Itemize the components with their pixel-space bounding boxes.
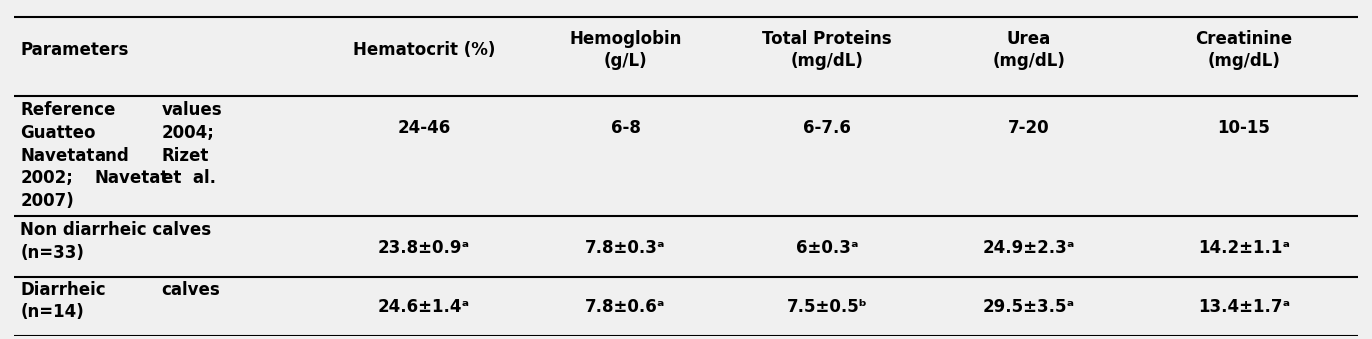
Text: 2007): 2007) <box>21 192 74 210</box>
Text: Rizet: Rizet <box>162 146 209 164</box>
Text: 6-7.6: 6-7.6 <box>803 119 851 137</box>
Text: 10-15: 10-15 <box>1217 119 1270 137</box>
Text: 7.8±0.3ᵃ: 7.8±0.3ᵃ <box>586 239 665 257</box>
Text: 29.5±3.5ᵃ: 29.5±3.5ᵃ <box>982 298 1074 316</box>
Text: 7.5±0.5ᵇ: 7.5±0.5ᵇ <box>786 298 867 316</box>
Text: Guatteo: Guatteo <box>21 124 96 142</box>
Text: Navetat: Navetat <box>21 146 95 164</box>
Text: Non diarrheic calves: Non diarrheic calves <box>21 221 211 239</box>
Text: Urea
(mg/dL): Urea (mg/dL) <box>992 30 1065 70</box>
Text: 23.8±0.9ᵃ: 23.8±0.9ᵃ <box>377 239 469 257</box>
Text: Navetat: Navetat <box>95 169 169 187</box>
Text: 2004;: 2004; <box>162 124 214 142</box>
Text: 2002;: 2002; <box>21 169 73 187</box>
Text: Parameters: Parameters <box>21 41 129 59</box>
Text: 7-20: 7-20 <box>1008 119 1050 137</box>
Text: Reference: Reference <box>21 101 115 119</box>
Text: 14.2±1.1ᵃ: 14.2±1.1ᵃ <box>1198 239 1290 257</box>
Text: (n=33): (n=33) <box>21 244 84 262</box>
Text: (n=14): (n=14) <box>21 303 84 321</box>
Text: et  al.: et al. <box>162 169 215 187</box>
Text: Hematocrit (%): Hematocrit (%) <box>353 41 495 59</box>
Text: 7.8±0.6ᵃ: 7.8±0.6ᵃ <box>586 298 665 316</box>
Text: 6±0.3ᵃ: 6±0.3ᵃ <box>796 239 859 257</box>
Text: Hemoglobin
(g/L): Hemoglobin (g/L) <box>569 30 682 70</box>
Text: 24-46: 24-46 <box>397 119 450 137</box>
Text: Creatinine
(mg/dL): Creatinine (mg/dL) <box>1195 30 1292 70</box>
Text: calves: calves <box>162 281 221 299</box>
Text: Diarrheic: Diarrheic <box>21 281 106 299</box>
Text: 24.9±2.3ᵃ: 24.9±2.3ᵃ <box>982 239 1076 257</box>
Text: Total Proteins
(mg/dL): Total Proteins (mg/dL) <box>763 30 892 70</box>
Text: values: values <box>162 101 222 119</box>
Text: and: and <box>95 146 129 164</box>
Text: 24.6±1.4ᵃ: 24.6±1.4ᵃ <box>377 298 469 316</box>
Text: 6-8: 6-8 <box>611 119 641 137</box>
Text: 13.4±1.7ᵃ: 13.4±1.7ᵃ <box>1198 298 1290 316</box>
